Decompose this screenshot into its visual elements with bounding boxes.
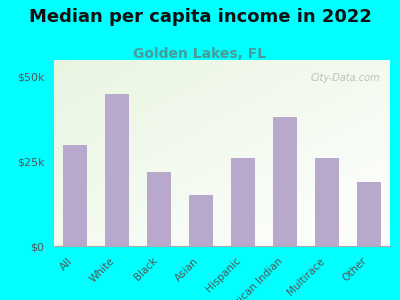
Text: City-Data.com: City-Data.com bbox=[310, 73, 380, 83]
Bar bbox=[358, 182, 380, 246]
Bar bbox=[148, 172, 170, 246]
Text: Median per capita income in 2022: Median per capita income in 2022 bbox=[28, 8, 372, 26]
Bar bbox=[232, 158, 254, 246]
Bar bbox=[274, 118, 296, 246]
Bar bbox=[64, 145, 86, 246]
Bar bbox=[106, 94, 128, 246]
Bar bbox=[316, 158, 338, 246]
Bar bbox=[190, 195, 212, 246]
Text: Golden Lakes, FL: Golden Lakes, FL bbox=[134, 46, 266, 61]
